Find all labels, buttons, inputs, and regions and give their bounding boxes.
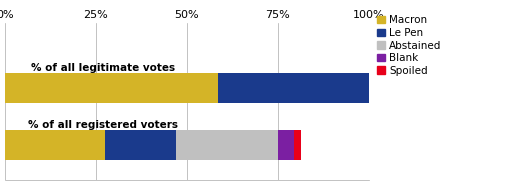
Bar: [176, 130, 278, 160]
Text: % of all legitimate votes: % of all legitimate votes: [31, 63, 175, 73]
Bar: [5, 74, 218, 103]
Bar: [105, 130, 176, 160]
Bar: [5, 130, 105, 160]
Text: % of all registered voters: % of all registered voters: [28, 120, 178, 130]
Bar: [294, 130, 301, 160]
Bar: [278, 130, 294, 160]
Legend: Macron, Le Pen, Abstained, Blank, Spoiled: Macron, Le Pen, Abstained, Blank, Spoile…: [377, 15, 441, 76]
Bar: [218, 74, 369, 103]
